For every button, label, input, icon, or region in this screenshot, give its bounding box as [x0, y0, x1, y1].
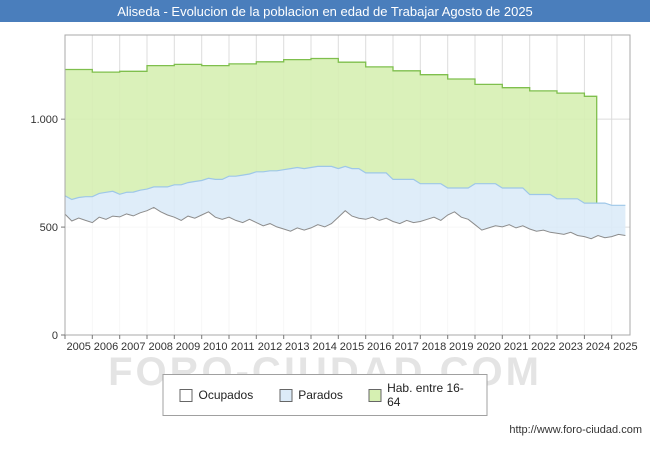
legend: Ocupados Parados Hab. entre 16-64: [162, 374, 488, 416]
svg-text:2017: 2017: [394, 341, 418, 353]
svg-text:2007: 2007: [121, 341, 145, 353]
legend-swatch-ocupados: [179, 388, 193, 402]
svg-text:2020: 2020: [476, 341, 500, 353]
svg-text:0: 0: [52, 330, 58, 342]
legend-label-hab16-64: Hab. entre 16-64: [387, 381, 464, 409]
svg-text:2022: 2022: [531, 341, 555, 353]
svg-text:2016: 2016: [367, 341, 391, 353]
svg-text:2006: 2006: [94, 341, 118, 353]
page-title: Aliseda - Evolucion de la poblacion en e…: [117, 3, 533, 19]
svg-text:2014: 2014: [312, 341, 336, 353]
svg-text:2005: 2005: [66, 341, 90, 353]
legend-label-ocupados: Ocupados: [198, 388, 254, 402]
svg-text:2011: 2011: [231, 341, 255, 353]
footer-url-link[interactable]: http://www.foro-ciudad.com: [509, 424, 642, 436]
svg-text:2010: 2010: [203, 341, 227, 353]
svg-text:2013: 2013: [285, 341, 309, 353]
svg-text:1.000: 1.000: [30, 114, 58, 126]
legend-label-parados: Parados: [298, 388, 343, 402]
legend-item-hab16-64: Hab. entre 16-64: [368, 381, 471, 409]
legend-item-parados: Parados: [279, 388, 343, 402]
svg-text:2018: 2018: [422, 341, 446, 353]
svg-text:2024: 2024: [586, 341, 610, 353]
svg-text:2025: 2025: [613, 341, 637, 353]
svg-text:2023: 2023: [558, 341, 582, 353]
legend-swatch-parados: [279, 388, 293, 402]
svg-text:2021: 2021: [504, 341, 528, 353]
legend-swatch-hab16-64: [368, 388, 382, 402]
svg-text:2019: 2019: [449, 341, 473, 353]
svg-text:2015: 2015: [340, 341, 364, 353]
svg-text:2012: 2012: [258, 341, 282, 353]
svg-text:500: 500: [40, 222, 58, 234]
title-bar: Aliseda - Evolucion de la poblacion en e…: [0, 0, 650, 22]
svg-text:2009: 2009: [176, 341, 200, 353]
legend-item-ocupados: Ocupados: [179, 388, 254, 402]
svg-text:2008: 2008: [148, 341, 172, 353]
